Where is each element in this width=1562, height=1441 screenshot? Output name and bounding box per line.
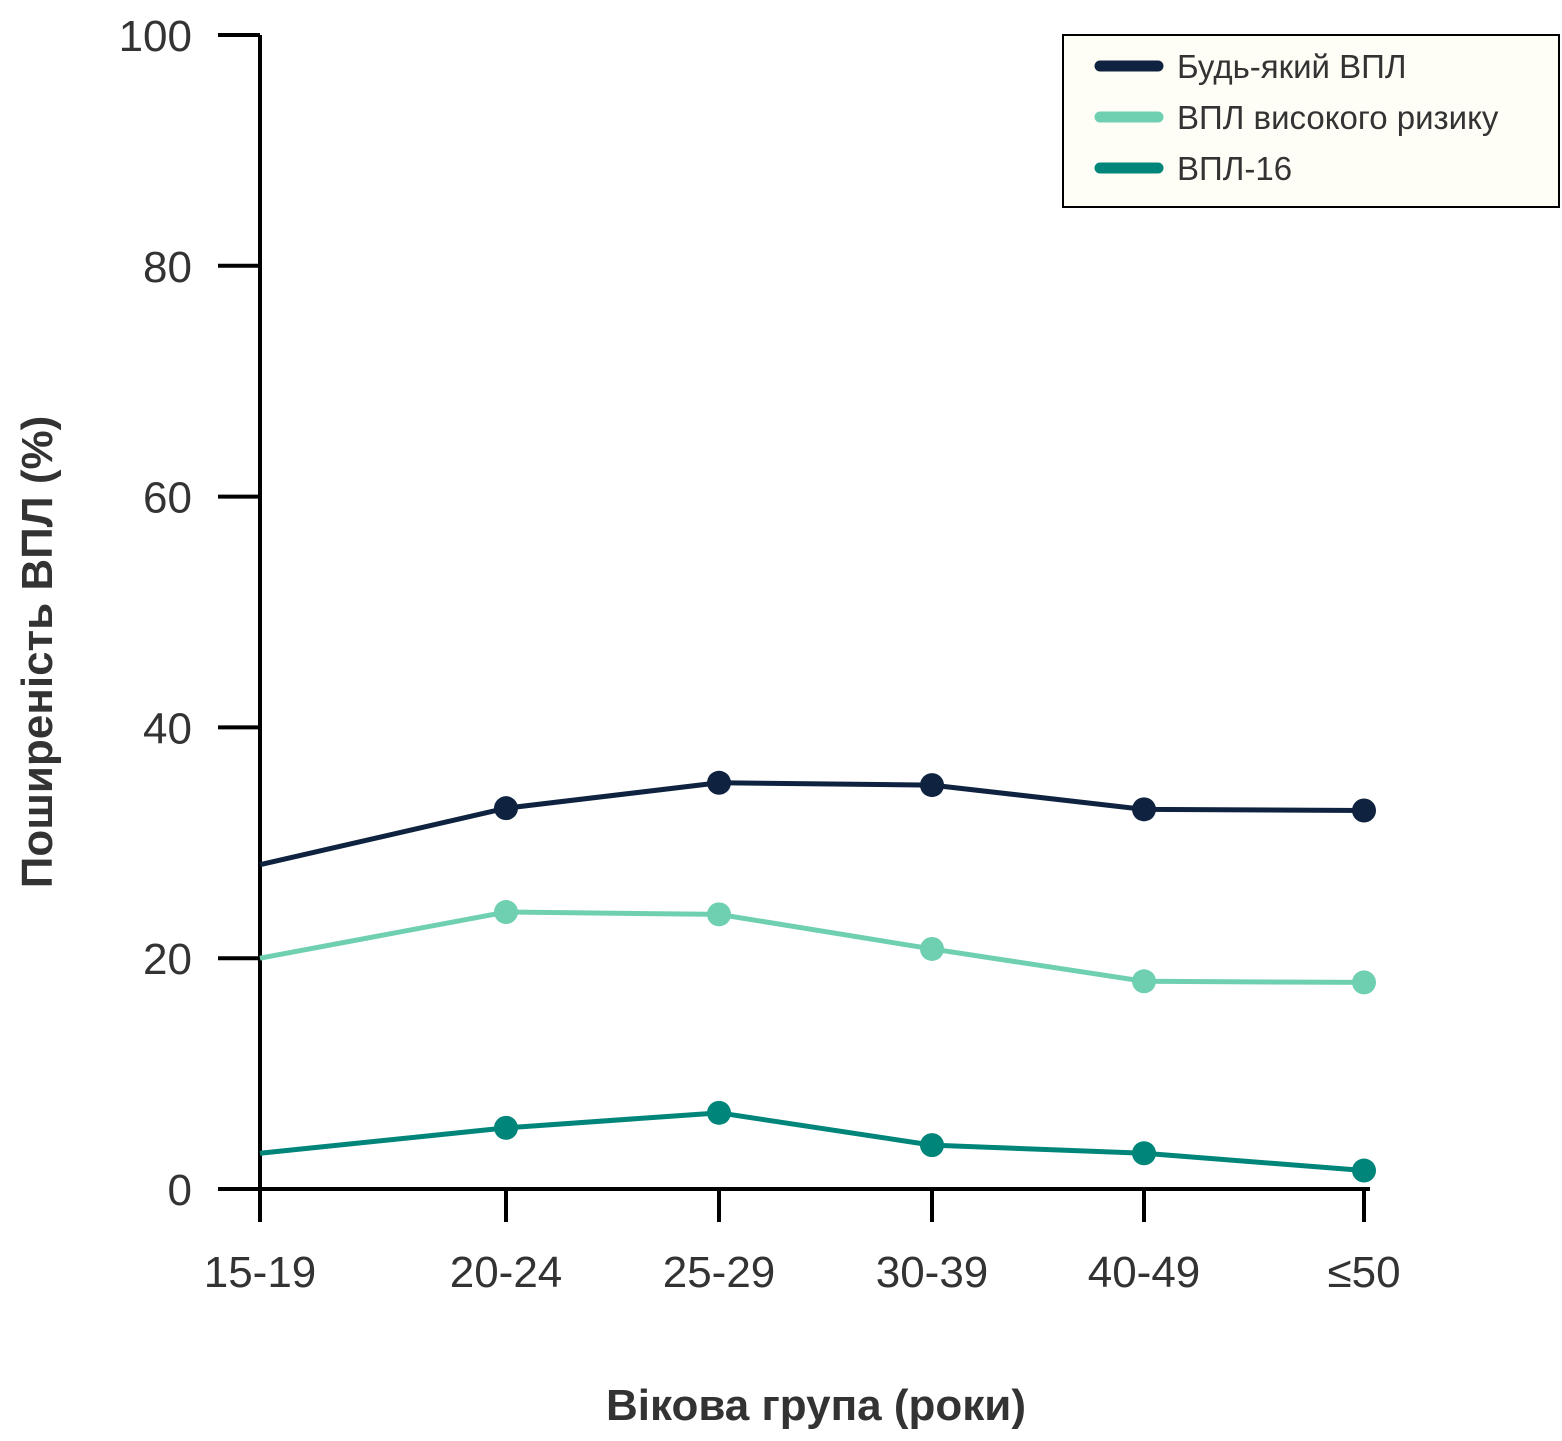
series-line (259, 1110, 1365, 1174)
y-tick-label: 80 (143, 243, 192, 292)
data-point (920, 936, 944, 961)
y-axis: 0 20 40 60 80 100 (119, 12, 262, 1222)
legend-label: ВПЛ-16 (1177, 150, 1292, 187)
data-point (1132, 797, 1156, 822)
x-tick-label: 30-39 (876, 1248, 989, 1297)
data-point (1132, 1141, 1156, 1166)
data-point (494, 900, 518, 925)
data-point (920, 1133, 944, 1158)
data-point (707, 770, 731, 795)
x-tick-label: 20-24 (450, 1248, 563, 1297)
legend: Будь-який ВПЛ ВПЛ високого ризику ВПЛ-16 (1062, 34, 1560, 208)
x-tick-label: 25-29 (663, 1248, 776, 1297)
data-point (1352, 1158, 1376, 1183)
y-tick-label: 100 (119, 12, 192, 61)
data-point (494, 1115, 518, 1140)
data-point (1352, 798, 1376, 823)
data-point (1132, 969, 1156, 994)
y-tick-label: 60 (143, 474, 192, 523)
x-tick-label: 40-49 (1088, 1248, 1201, 1297)
y-tick-label: 20 (143, 935, 192, 984)
series-layer (259, 770, 1376, 1183)
y-tick-label: 40 (143, 704, 192, 753)
x-tick-label: 15-19 (204, 1248, 317, 1297)
series-line (259, 909, 1365, 985)
data-point (707, 902, 731, 927)
x-tick-label: ≤50 (1327, 1248, 1400, 1297)
y-axis-title: Поширеність ВПЛ (%) (13, 416, 62, 889)
legend-label: ВПЛ високого ризику (1177, 99, 1499, 136)
legend-label: Будь-який ВПЛ (1177, 48, 1407, 85)
y-tick-label: 0 (168, 1166, 192, 1215)
data-point (494, 796, 518, 821)
data-point (920, 773, 944, 798)
x-axis: 15-19 20-24 25-29 30-39 40-49 ≤50 (204, 1187, 1401, 1297)
data-point (707, 1100, 731, 1125)
series-3 (259, 1100, 1376, 1183)
data-point (1352, 970, 1376, 995)
series-2 (259, 900, 1376, 995)
series-1 (259, 770, 1376, 868)
series-line (259, 780, 1365, 868)
x-axis-title: Вікова група (роки) (606, 1381, 1026, 1430)
